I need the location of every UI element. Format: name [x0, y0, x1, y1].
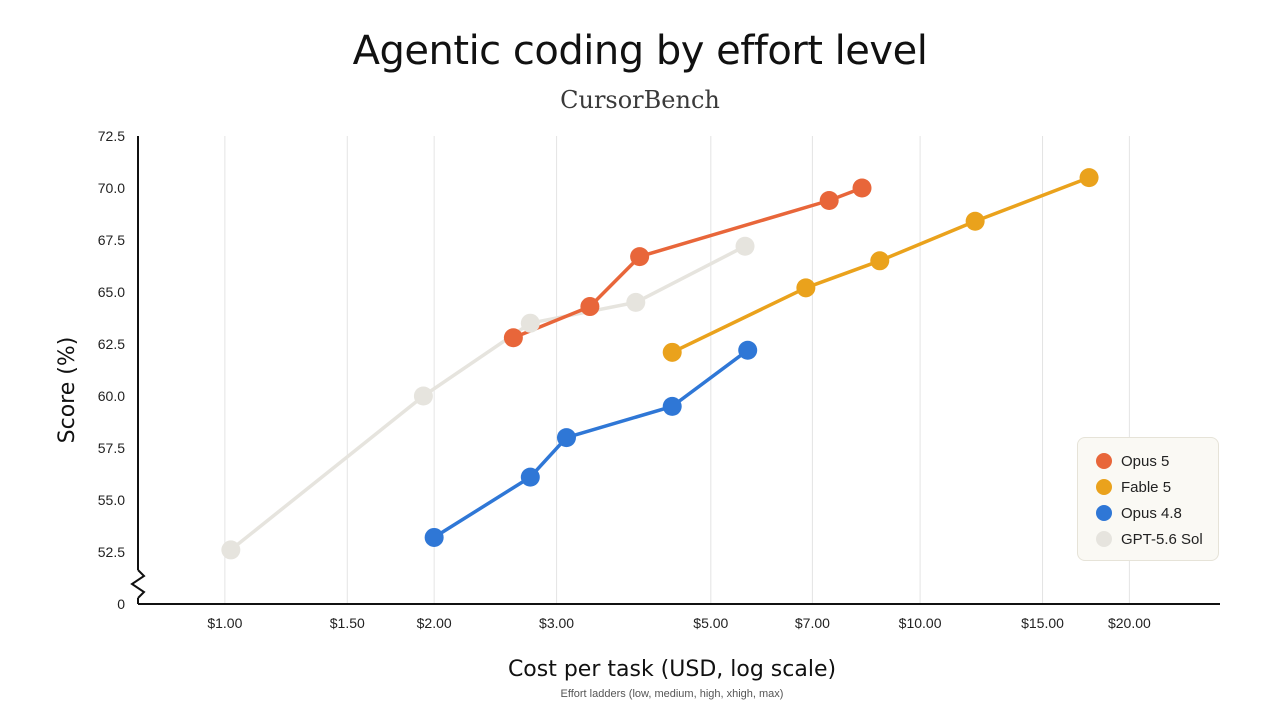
x-tick-label: $1.50: [330, 615, 365, 631]
y-tick-label: 65.0: [98, 284, 125, 300]
data-point-opus-4-8: [738, 340, 758, 360]
data-point-gpt-5-6-sol: [626, 292, 646, 312]
y-tick-label: 52.5: [98, 544, 125, 560]
legend: Opus 5 Fable 5 Opus 4.8 GPT-5.6 Sol: [1077, 437, 1219, 561]
x-axis-note: Effort ladders (low, medium, high, xhigh…: [561, 688, 784, 700]
data-point-opus-4-8: [520, 467, 540, 487]
data-point-gpt-5-6-sol: [221, 540, 241, 560]
legend-label: Opus 5: [1121, 452, 1170, 470]
axes: [130, 136, 1220, 605]
legend-item-fable-5: Fable 5: [1096, 474, 1218, 500]
data-point-opus-5: [580, 297, 600, 317]
data-point-fable-5: [662, 342, 682, 362]
y-axis-title: Score (%): [55, 337, 80, 444]
x-tick-label: $7.00: [795, 615, 830, 631]
legend-item-gpt-5-6-sol: GPT-5.6 Sol: [1096, 526, 1218, 552]
legend-item-opus-4-8: Opus 4.8: [1096, 500, 1218, 526]
series-line-opus-4-8: [433, 348, 749, 539]
x-tick-label: $3.00: [539, 615, 574, 631]
data-point-fable-5: [965, 211, 985, 231]
x-tick-label: $20.00: [1108, 615, 1151, 631]
legend-label: Fable 5: [1121, 478, 1172, 496]
y-tick-label: 62.5: [98, 336, 125, 352]
legend-label: Opus 4.8: [1121, 504, 1182, 522]
y-tick-label: 67.5: [98, 232, 125, 248]
data-point-gpt-5-6-sol: [735, 236, 755, 256]
data-point-fable-5: [870, 251, 890, 271]
y-tick-label: 70.0: [98, 180, 125, 196]
data-point-opus-5: [819, 190, 839, 210]
y-axis-break-icon: [130, 569, 146, 599]
chart-title: Agentic coding by effort level: [352, 28, 928, 74]
data-point-opus-5: [503, 328, 523, 348]
legend-swatch-icon: [1096, 453, 1112, 469]
data-point-gpt-5-6-sol: [413, 386, 433, 406]
legend-swatch-icon: [1096, 505, 1112, 521]
grid-lines: [224, 136, 1130, 604]
x-axis-title: Cost per task (USD, log scale): [508, 657, 836, 682]
tick-labels: $1.00 $1.50 $2.00 $3.00 $5.00 $7.00 $10.00 $15.…: [98, 128, 1151, 631]
data-point-opus-4-8: [424, 527, 444, 547]
data-point-opus-5: [852, 178, 872, 198]
data-point-opus-4-8: [662, 396, 682, 416]
chart-subtitle: CursorBench: [560, 86, 720, 114]
data-point-fable-5: [1079, 168, 1099, 188]
y-tick-label: 57.5: [98, 440, 125, 456]
x-tick-label: $1.00: [207, 615, 242, 631]
x-tick-label: $10.00: [899, 615, 942, 631]
x-tick-label: $15.00: [1021, 615, 1064, 631]
legend-label: GPT-5.6 Sol: [1121, 530, 1203, 548]
y-tick-label: 60.0: [98, 388, 125, 404]
series-line-opus-5: [512, 186, 863, 340]
data-point-gpt-5-6-sol: [520, 313, 540, 333]
y-tick-label: 72.5: [98, 128, 125, 144]
legend-swatch-icon: [1096, 479, 1112, 495]
series-points: [221, 168, 1099, 560]
y-tick-label-zero: 0: [117, 596, 125, 612]
data-point-fable-5: [796, 278, 816, 298]
x-tick-label: $5.00: [693, 615, 728, 631]
y-tick-label: 55.0: [98, 492, 125, 508]
legend-item-opus-5: Opus 5: [1096, 448, 1218, 474]
x-tick-label: $2.00: [417, 615, 452, 631]
legend-swatch-icon: [1096, 531, 1112, 547]
data-point-opus-4-8: [556, 428, 576, 448]
series-lines: [229, 175, 1090, 552]
data-point-opus-5: [630, 247, 650, 267]
